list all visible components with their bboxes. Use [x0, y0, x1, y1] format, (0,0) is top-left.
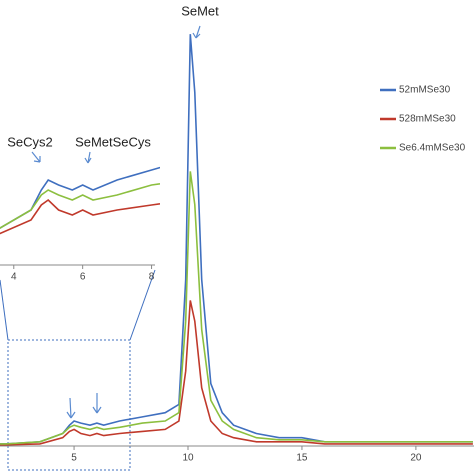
legend-label: Se6.4mMSe30 — [399, 143, 466, 154]
x-tick-label: 10 — [182, 453, 194, 464]
x-tick-label: 20 — [410, 453, 422, 464]
series-line — [0, 300, 473, 446]
inset-series-line — [0, 198, 160, 235]
series-line — [0, 34, 473, 445]
inset-series-line — [0, 182, 160, 229]
inset-x-tick-label: 6 — [80, 272, 86, 283]
arrows — [31, 25, 201, 419]
inset-x-tick-label: 8 — [149, 272, 155, 283]
inset-x-tick-label: 4 — [11, 272, 17, 283]
zoom-box — [7, 339, 131, 471]
legend-label: 52mMSe30 — [399, 85, 451, 96]
legend-label: 528mMSe30 — [399, 114, 456, 125]
zoom-line — [129, 269, 156, 341]
x-tick-label: 5 — [71, 453, 77, 464]
annotation: SeCys2 — [7, 134, 53, 149]
inset-series-line — [0, 166, 160, 229]
series-line — [0, 171, 473, 445]
annotation: SeMet — [181, 3, 219, 18]
x-tick-label: 15 — [296, 453, 308, 464]
annotation: SeMetSeCys — [75, 134, 151, 149]
zoom-line — [0, 279, 9, 341]
